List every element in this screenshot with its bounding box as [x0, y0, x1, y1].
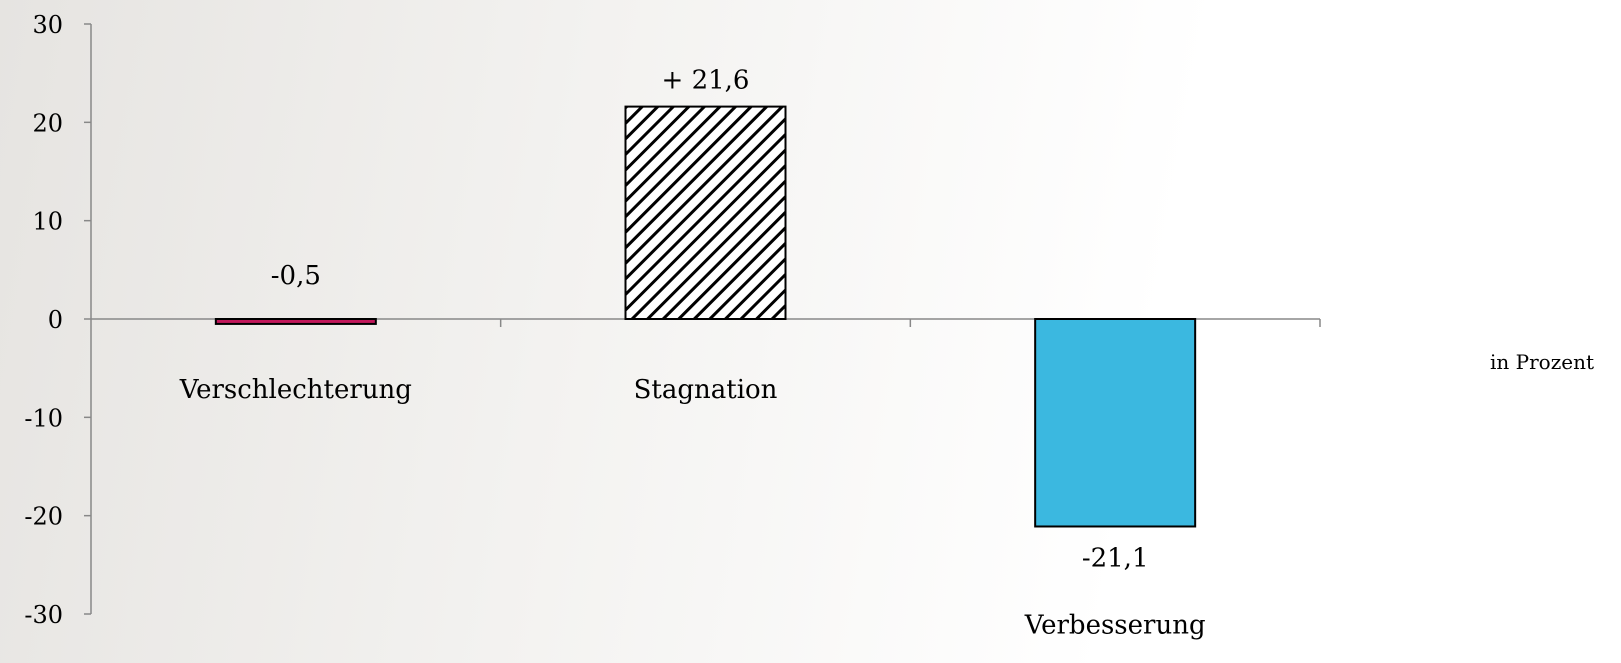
bar-stagnation [624, 105, 787, 320]
bars [214, 105, 1197, 528]
category-label: Verschlechterung [179, 375, 412, 405]
data-label: -0,5 [271, 261, 321, 291]
category-label: Stagnation [634, 375, 778, 405]
y-tick-label: 30 [32, 11, 63, 39]
data-label: -21,1 [1082, 543, 1149, 573]
bar-verschlechterung [214, 318, 377, 325]
data-label: + 21,6 [662, 66, 750, 96]
y-tick-label: 0 [48, 306, 63, 334]
y-tick-label: -10 [24, 404, 63, 432]
labels: -0,5 Verschlechterung + 21,6 Stagnation -21,… [179, 66, 1206, 641]
y-tick-label: 20 [32, 109, 63, 137]
category-label: Verbesserung [1024, 610, 1206, 640]
y-tick-label: -20 [24, 503, 63, 531]
unit-label: in Prozent [1490, 350, 1594, 374]
y-tick-label: -30 [24, 601, 63, 629]
y-axis: 30 20 10 0 -10 -20 -30 [24, 11, 92, 629]
bar-verbesserung [1034, 318, 1197, 528]
y-tick-label: 10 [32, 208, 63, 236]
